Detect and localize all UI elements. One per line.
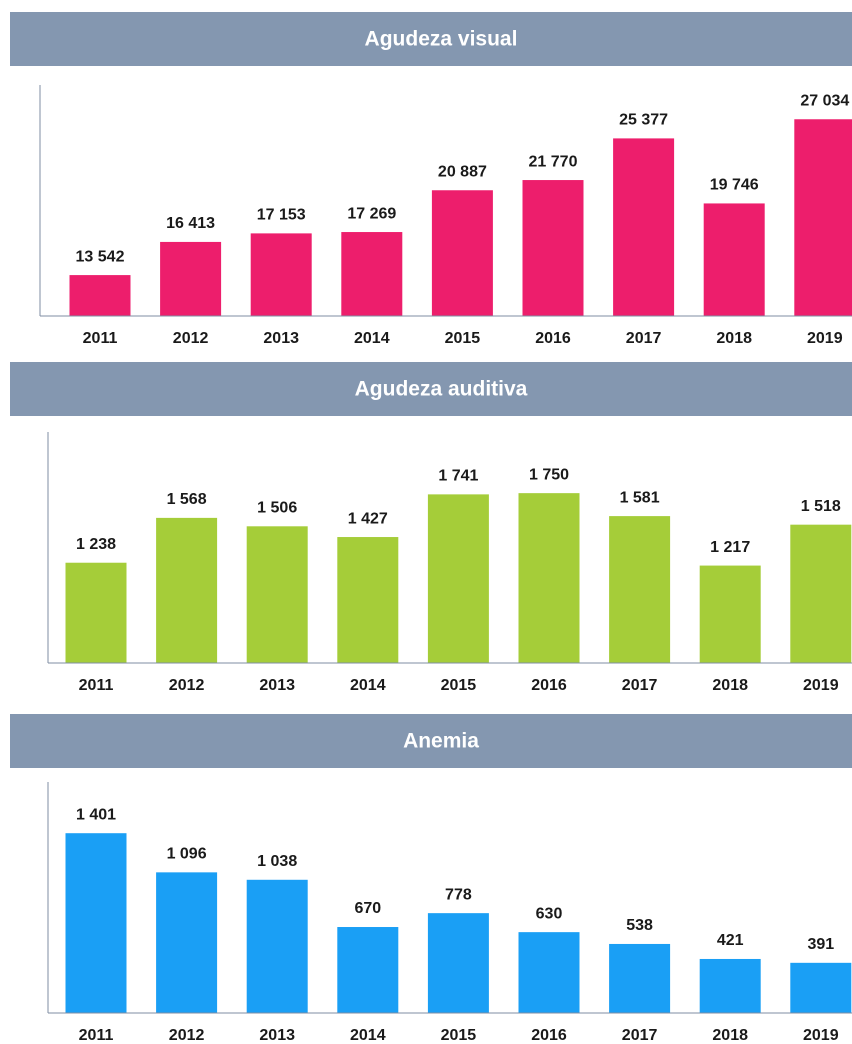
chart-title: Agudeza visual — [365, 28, 518, 51]
value-label: 25 377 — [619, 112, 668, 129]
bar — [518, 932, 580, 1013]
value-label: 21 770 — [529, 153, 578, 170]
bar — [341, 232, 403, 316]
value-label: 778 — [445, 886, 472, 903]
value-label: 1 518 — [801, 498, 841, 515]
x-tick-label: 2017 — [626, 330, 662, 347]
bar — [699, 565, 761, 663]
x-tick-label: 2018 — [712, 677, 748, 694]
value-label: 1 096 — [167, 846, 207, 863]
x-tick-label: 2011 — [83, 330, 118, 347]
x-tick-label: 2013 — [259, 677, 295, 694]
value-label: 1 038 — [257, 853, 297, 870]
x-tick-label: 2011 — [79, 677, 114, 694]
value-label: 391 — [807, 936, 834, 953]
x-tick-label: 2014 — [350, 1027, 386, 1044]
x-tick-label: 2016 — [531, 1027, 567, 1044]
x-tick-label: 2013 — [259, 1027, 295, 1044]
bar — [65, 833, 127, 1013]
x-tick-label: 2017 — [622, 1027, 658, 1044]
bar — [699, 958, 761, 1013]
bar — [69, 275, 131, 316]
x-tick-label: 2015 — [445, 330, 481, 347]
bar — [613, 138, 675, 316]
x-tick-label: 2011 — [79, 1027, 114, 1044]
x-tick-label: 2012 — [169, 677, 205, 694]
x-tick-label: 2015 — [441, 677, 477, 694]
bar — [790, 524, 852, 663]
bar — [156, 872, 218, 1013]
value-label: 17 153 — [257, 207, 306, 224]
x-tick-label: 2018 — [716, 330, 752, 347]
bar — [65, 562, 127, 663]
value-label: 1 741 — [438, 468, 478, 485]
value-label: 670 — [354, 900, 381, 917]
bar — [156, 517, 218, 663]
value-label: 538 — [626, 917, 653, 934]
value-label: 17 269 — [347, 205, 396, 222]
x-tick-label: 2015 — [441, 1027, 477, 1044]
bar — [794, 119, 852, 317]
x-tick-label: 2019 — [807, 330, 843, 347]
bar — [609, 516, 671, 663]
value-label: 1 217 — [710, 539, 750, 556]
bar — [703, 203, 765, 316]
bar — [246, 526, 308, 663]
bar — [337, 927, 399, 1013]
bar — [609, 943, 671, 1013]
value-label: 19 746 — [710, 177, 759, 194]
bar — [431, 190, 493, 316]
chart-title: Agudeza auditiva — [355, 378, 528, 401]
value-label: 630 — [536, 905, 563, 922]
header-band — [10, 714, 852, 768]
value-label: 1 401 — [76, 806, 116, 823]
bar — [522, 180, 584, 316]
value-label: 1 238 — [76, 536, 116, 553]
bar — [427, 494, 489, 663]
bar — [250, 233, 312, 316]
value-label: 27 034 — [800, 92, 849, 109]
bar — [246, 879, 308, 1013]
value-label: 1 568 — [167, 491, 207, 508]
x-tick-label: 2012 — [169, 1027, 205, 1044]
value-label: 13 542 — [76, 248, 125, 265]
x-tick-label: 2012 — [173, 330, 209, 347]
bar — [160, 241, 222, 316]
value-label: 1 581 — [620, 489, 660, 506]
value-label: 1 427 — [348, 510, 388, 527]
x-tick-label: 2017 — [622, 677, 658, 694]
chart-title: Anemia — [403, 730, 479, 753]
bar — [790, 962, 852, 1013]
value-label: 1 506 — [257, 500, 297, 517]
x-tick-label: 2016 — [535, 330, 571, 347]
value-label: 1 750 — [529, 466, 569, 483]
x-tick-label: 2014 — [350, 677, 386, 694]
x-tick-label: 2013 — [263, 330, 299, 347]
header-band — [10, 362, 852, 416]
x-tick-label: 2019 — [803, 1027, 839, 1044]
x-tick-label: 2016 — [531, 677, 567, 694]
value-label: 16 413 — [166, 215, 215, 232]
x-tick-label: 2018 — [712, 1027, 748, 1044]
bar — [518, 493, 580, 663]
x-tick-label: 2014 — [354, 330, 390, 347]
bar — [337, 537, 399, 663]
header-band — [10, 12, 852, 66]
value-label: 421 — [717, 932, 744, 949]
value-label: 20 887 — [438, 163, 487, 180]
x-tick-label: 2019 — [803, 677, 839, 694]
bar — [427, 913, 489, 1013]
